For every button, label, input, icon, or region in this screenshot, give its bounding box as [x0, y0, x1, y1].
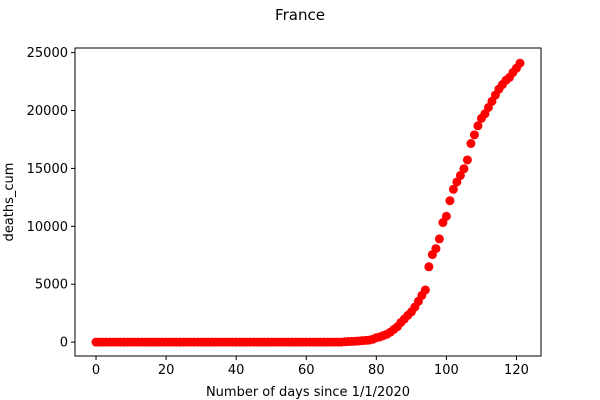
chart-title: France [275, 6, 325, 24]
y-tick-label: 15000 [27, 162, 68, 177]
y-tick-label: 5000 [35, 278, 68, 293]
plot-area-frame [74, 47, 542, 357]
x-tick-label: 60 [298, 363, 315, 378]
y-tick-label: 25000 [27, 46, 68, 61]
data-point [462, 155, 472, 165]
x-tick-label: 20 [158, 363, 175, 378]
x-axis-ticks: 0 20 40 60 80 100 120 [92, 356, 529, 378]
x-tick-label: 80 [368, 363, 385, 378]
x-tick-label: 0 [92, 363, 100, 378]
data-point [455, 170, 465, 180]
data-point [424, 262, 434, 272]
x-tick-label: 40 [228, 363, 245, 378]
y-axis-label: deaths_cum [2, 163, 17, 242]
y-axis-ticks: 0 5000 10000 15000 20000 25000 [27, 46, 75, 351]
x-tick-label: 120 [504, 363, 529, 378]
data-point [445, 196, 455, 206]
data-point [469, 130, 479, 140]
data-point [448, 184, 458, 194]
y-tick-label: 10000 [27, 220, 68, 235]
data-point [515, 58, 525, 68]
y-tick-label: 0 [60, 336, 68, 351]
data-point [434, 234, 444, 244]
data-point [441, 211, 451, 221]
data-point [466, 139, 476, 149]
y-tick-label: 20000 [27, 104, 68, 119]
data-point [420, 285, 430, 295]
data-point [473, 121, 483, 131]
data-point [459, 164, 469, 174]
data-point [431, 244, 441, 254]
data-points [91, 58, 525, 347]
x-axis-label: Number of days since 1/1/2020 [206, 385, 410, 400]
x-tick-label: 100 [434, 363, 459, 378]
